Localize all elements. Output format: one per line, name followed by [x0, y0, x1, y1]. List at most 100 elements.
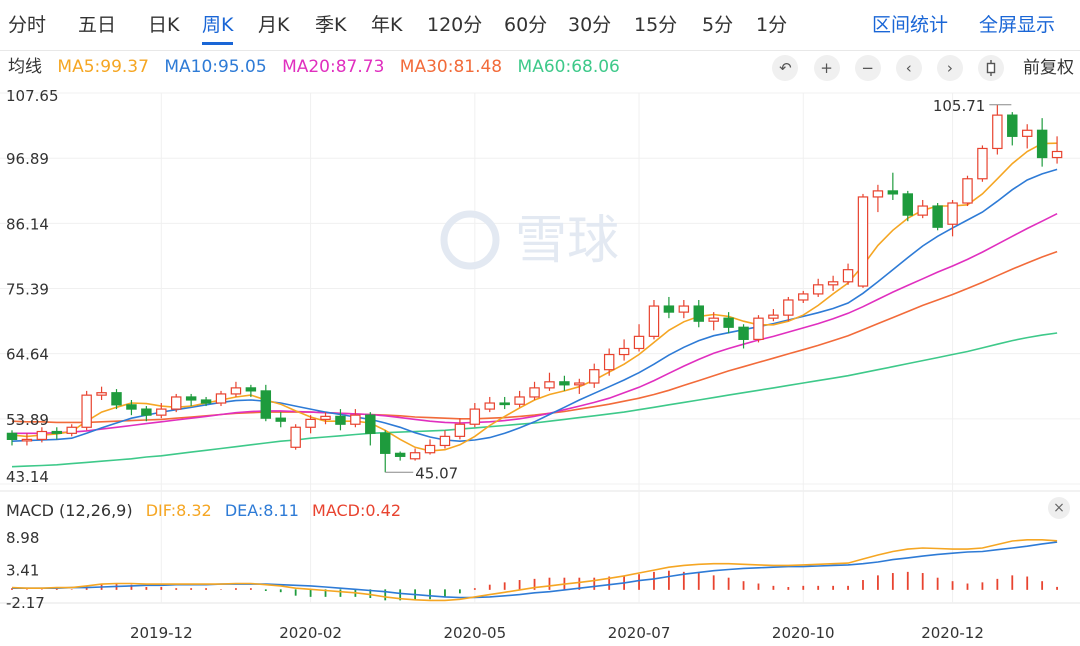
candle-body-47 — [708, 317, 719, 322]
ma20-value: MA20:87.73 — [282, 57, 385, 77]
candle-body-56 — [842, 269, 854, 283]
x-tick-1: 2020-02 — [279, 624, 342, 642]
macd-legend-label: MACD (12,26,9) — [6, 501, 133, 520]
x-tick-4: 2020-10 — [772, 624, 835, 642]
zoom-out-icon[interactable]: − — [854, 54, 881, 81]
candle-body-41 — [618, 347, 630, 356]
tab-period-9[interactable]: 30分 — [568, 14, 612, 36]
candle-body-70 — [1051, 150, 1063, 159]
candle-style-icon[interactable] — [977, 54, 1004, 81]
candle-body-45 — [678, 305, 690, 313]
tab-fullscreen[interactable]: 全屏显示 — [979, 14, 1056, 36]
candle-body-5 — [81, 394, 92, 428]
tab-period-4[interactable]: 月K — [258, 14, 290, 36]
candle-body-69 — [1036, 129, 1048, 159]
candle-body-46 — [693, 305, 704, 322]
candle-body-29 — [439, 435, 451, 447]
candle-body-43 — [648, 305, 660, 337]
tab-period-11[interactable]: 5分 — [702, 14, 734, 36]
macd-value: MACD:0.42 — [312, 501, 401, 520]
candle-body-68 — [1021, 129, 1033, 137]
candle-body-42 — [633, 335, 645, 350]
candle-body-66 — [992, 114, 1003, 150]
x-tick-5: 2020-12 — [921, 624, 984, 642]
dif-value: DIF:8.32 — [145, 501, 212, 520]
macd-tick-2: -2.17 — [6, 594, 45, 612]
candle-body-4 — [66, 426, 77, 434]
price-tick-4: 64.64 — [6, 346, 49, 364]
tab-period-8[interactable]: 60分 — [504, 14, 548, 36]
candle-body-27 — [409, 452, 421, 460]
close-macd-icon[interactable]: × — [1048, 497, 1070, 519]
candle-body-7 — [111, 392, 122, 406]
ma60-value: MA60:68.06 — [517, 57, 620, 77]
ma5-value: MA5:99.37 — [57, 57, 149, 77]
ma30-line — [11, 250, 1058, 424]
candle-body-34 — [514, 396, 525, 405]
candle-body-9 — [141, 408, 152, 416]
candle-body-22 — [335, 415, 346, 425]
candle-body-26 — [394, 452, 406, 457]
tab-period-1[interactable]: 五日 — [78, 14, 117, 36]
candle-body-30 — [454, 423, 466, 437]
ma30-value: MA30:81.48 — [399, 57, 503, 77]
tab-period-6[interactable]: 年K — [371, 14, 403, 36]
candle-body-54 — [812, 284, 824, 295]
candle-body-6 — [96, 392, 107, 396]
candle-body-62 — [932, 205, 943, 228]
candle-body-38 — [574, 382, 585, 386]
candle-body-35 — [529, 387, 540, 398]
candle-body-21 — [320, 415, 331, 420]
tab-period-10[interactable]: 15分 — [634, 14, 678, 36]
candle-body-13 — [200, 399, 212, 404]
candle-body-15 — [230, 387, 242, 395]
price-adjust-toggle[interactable]: 前复权 — [1023, 57, 1074, 78]
dif-line — [11, 539, 1058, 602]
scroll-right-icon[interactable]: › — [936, 54, 963, 81]
tab-period-12[interactable]: 1分 — [756, 14, 788, 36]
x-tick-2: 2020-05 — [443, 624, 506, 642]
chart-toolbar: ↶ + − ‹ › 前复权 — [762, 54, 1074, 81]
price-tick-6: 43.14 — [6, 468, 49, 486]
zoom-in-icon[interactable]: + — [813, 54, 840, 81]
tab-period-0[interactable]: 分时 — [8, 14, 47, 36]
tab-period-2[interactable]: 日K — [148, 14, 180, 36]
x-tick-0: 2019-12 — [130, 624, 193, 642]
price-tick-2: 86.14 — [6, 215, 49, 233]
undo-icon[interactable]: ↶ — [772, 54, 799, 81]
candle-body-20 — [305, 418, 316, 428]
ma60-line — [11, 332, 1058, 468]
candle-body-31 — [469, 408, 481, 425]
ma10-line — [11, 168, 1058, 443]
candle-body-50 — [753, 317, 764, 340]
candle-body-14 — [215, 393, 227, 404]
watermark: 雪球 — [440, 210, 619, 271]
tab-range-stats[interactable]: 区间统计 — [872, 14, 949, 36]
scroll-left-icon[interactable]: ‹ — [895, 54, 922, 81]
candle-body-3 — [51, 430, 63, 434]
tab-period-5[interactable]: 季K — [315, 14, 347, 36]
candle-body-0 — [6, 432, 18, 440]
tab-period-3[interactable]: 周K — [202, 8, 234, 45]
candle-body-25 — [380, 432, 391, 454]
tab-period-7[interactable]: 120分 — [427, 14, 483, 36]
candle-body-36 — [544, 381, 555, 389]
candle-body-63 — [947, 202, 958, 225]
candle-body-16 — [245, 387, 257, 392]
candle-body-51 — [768, 314, 779, 319]
candle-body-33 — [499, 402, 510, 406]
candle-body-12 — [185, 396, 197, 401]
candle-body-65 — [977, 147, 988, 180]
price-tick-0: 107.65 — [6, 87, 59, 105]
candle-body-39 — [589, 369, 600, 384]
candle-body-44 — [663, 305, 675, 313]
watermark-logo-icon — [440, 210, 500, 270]
candle-body-32 — [484, 402, 495, 410]
candle-body-59 — [887, 190, 899, 195]
candle-body-52 — [783, 299, 794, 316]
watermark-text: 雪球 — [515, 211, 619, 271]
candle-body-10 — [156, 408, 167, 416]
macd-tick-0: 8.98 — [6, 529, 39, 547]
candle-body-58 — [872, 190, 884, 198]
